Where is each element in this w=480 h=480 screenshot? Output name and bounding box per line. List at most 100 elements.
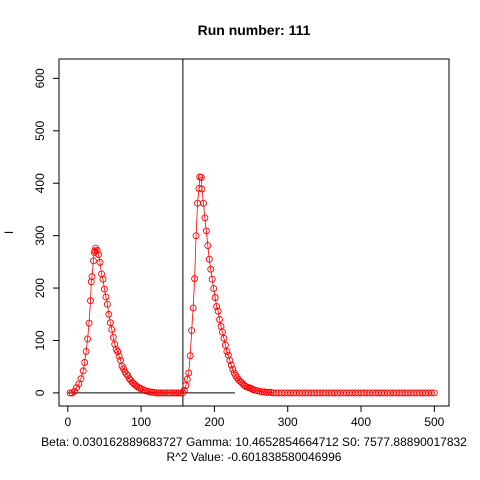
data-point [201, 214, 209, 222]
data-point [248, 385, 256, 393]
data-point [82, 348, 90, 355]
plot-frame [58, 58, 450, 407]
data-point [89, 257, 97, 265]
data-point [221, 341, 229, 349]
data-point [159, 389, 167, 397]
data-point [427, 389, 435, 397]
y-tick-label: 300 [33, 225, 47, 245]
x-tick-label: 200 [204, 415, 224, 429]
data-point [213, 302, 221, 310]
y-tick-label: 400 [33, 173, 47, 193]
data-point [220, 334, 228, 342]
data-point [164, 389, 171, 397]
data-point [157, 389, 165, 397]
data-point [70, 387, 78, 395]
data-point [265, 388, 273, 396]
data-point [188, 327, 196, 334]
data-point [226, 356, 234, 364]
data-point [120, 365, 127, 373]
data-point [108, 326, 116, 333]
data-point [77, 375, 85, 383]
data-point [99, 275, 107, 283]
x-tick-label: 0 [64, 415, 71, 429]
data-point [87, 278, 95, 286]
data-point [263, 388, 270, 396]
data-point [195, 185, 203, 192]
caption-parameters: Beta: 0.030162889683727 Gamma: 10.465285… [41, 435, 467, 449]
data-point [92, 244, 100, 252]
data-point [115, 352, 123, 360]
y-axis-label: I [2, 231, 16, 234]
data-point [93, 246, 101, 254]
y-tick-label: 500 [33, 120, 47, 140]
data-point [85, 319, 93, 327]
data-point [88, 273, 96, 280]
data-point [210, 285, 218, 293]
data-point [114, 348, 122, 355]
data-point [102, 293, 110, 301]
data-point [198, 185, 206, 193]
data-point [106, 319, 114, 327]
x-tick-label: 400 [351, 415, 371, 429]
data-point [168, 389, 176, 397]
data-point [153, 389, 160, 397]
data-point [96, 258, 104, 266]
data-point [112, 345, 120, 353]
data-point [185, 369, 193, 377]
data-point [182, 382, 190, 390]
data-point [68, 389, 76, 397]
data-point [211, 294, 219, 301]
data-point [204, 242, 212, 250]
data-point [216, 316, 224, 323]
data-point [109, 333, 117, 341]
data-point [197, 174, 205, 181]
data-point [172, 389, 180, 397]
data-point [161, 389, 169, 397]
data-point [105, 310, 113, 318]
data-point [191, 275, 199, 283]
data-point [148, 388, 156, 396]
y-tick-label: 200 [33, 278, 47, 298]
data-point [98, 270, 105, 278]
series-line [70, 176, 435, 394]
data-point [166, 389, 174, 397]
chart-title: Run number: 111 [198, 22, 311, 38]
data-point [189, 304, 197, 312]
data-point [205, 255, 213, 263]
x-tick-label: 300 [278, 415, 298, 429]
data-point [223, 348, 231, 355]
data-point [186, 352, 194, 360]
y-tick-label: 600 [33, 68, 47, 88]
data-point [180, 386, 188, 394]
data-point [227, 361, 235, 369]
data-point [155, 389, 163, 397]
data-point [95, 251, 103, 258]
data-point [175, 389, 182, 397]
data-point [229, 365, 237, 373]
data-point [81, 359, 89, 366]
plot-area: 0 100 200 300 400 500 0 100 200 300 400 500 600 [33, 58, 450, 429]
caption-r-squared: R^2 Value: -0.601838580046996 [167, 450, 342, 464]
data-point [207, 265, 215, 273]
data-point [170, 389, 178, 397]
data-point [79, 367, 87, 375]
data-point [430, 389, 438, 397]
data-point [100, 285, 108, 293]
data-point [183, 375, 191, 383]
data-point [192, 232, 200, 240]
y-tick-label: 100 [33, 330, 47, 350]
data-point [219, 328, 226, 336]
data-point [87, 297, 94, 305]
data-point [214, 307, 222, 315]
data-point [202, 227, 210, 235]
x-tick-label: 100 [131, 415, 151, 429]
data-point [208, 275, 216, 283]
data-point [66, 389, 74, 397]
data-point [103, 300, 111, 308]
data-point [199, 199, 207, 207]
x-tick-label: 500 [424, 415, 444, 429]
data-point [73, 384, 81, 392]
data-point [84, 335, 92, 343]
